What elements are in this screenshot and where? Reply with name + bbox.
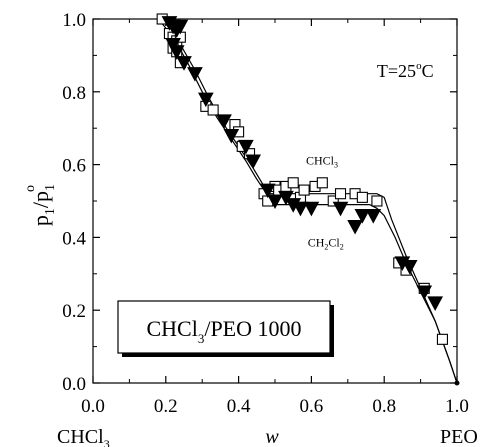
ch2cl2-point	[416, 285, 433, 301]
ch2cl2-point	[354, 209, 371, 224]
chcl3-point	[327, 195, 339, 207]
ch2cl2-point	[401, 260, 418, 275]
ch2cl2-point	[223, 128, 240, 144]
legend-box-text: CHCl3/PEO 1000	[146, 316, 301, 346]
ch2cl2-point	[187, 67, 203, 82]
ch2cl2-point	[365, 209, 382, 224]
ch2cl2-point	[267, 194, 283, 210]
ch2cl2-point	[347, 219, 363, 235]
ch2cl2-point	[292, 201, 309, 217]
chcl3-point	[334, 188, 347, 200]
chcl3-point	[371, 195, 383, 207]
y-tick-label: 0.8	[62, 83, 86, 104]
legend-box	[117, 300, 331, 354]
y-tick-label: 0.0	[62, 374, 86, 395]
x-tick-label: 1.0	[445, 396, 469, 417]
x-tick-label: 0.4	[227, 396, 251, 417]
chcl3-point	[436, 333, 448, 345]
y-axis-label: p1/p1o	[23, 184, 58, 226]
ch2cl2-point	[303, 201, 320, 217]
chcl3-series-label: CHCl3	[306, 154, 338, 170]
x-tick-label: 0.8	[372, 396, 396, 417]
ch2cl2-point	[172, 19, 189, 35]
ch2cl2-series-label: CH2Cl2	[308, 236, 344, 252]
x-tick-label: 0.0	[81, 396, 105, 417]
y-tick-label: 0.6	[62, 156, 86, 177]
ch2cl2-point	[168, 45, 185, 60]
ch2cl2-point	[176, 56, 192, 71]
ch2cl2-point	[259, 183, 276, 199]
curve-endpoint	[454, 380, 460, 386]
x-axis-ticks: 0.0 0.2 0.4 0.6 0.8 1.0	[81, 19, 469, 417]
chcl3-point	[287, 177, 299, 189]
ch2cl2-point	[427, 296, 443, 311]
ch2cl2-point	[198, 92, 214, 108]
x-tick-label: 0.6	[300, 396, 324, 417]
ch2cl2-point	[216, 114, 232, 129]
y-tick-label: 0.4	[62, 228, 86, 249]
ch2cl2-point	[245, 154, 261, 170]
chcl3-point	[207, 104, 219, 116]
x-axis-left-end-label: CHCl3	[57, 426, 110, 447]
temperature-annotation: T=25oC	[377, 60, 434, 81]
x-axis-label: w	[265, 426, 279, 447]
y-tick-label: 0.2	[62, 301, 86, 322]
chcl3-point	[356, 191, 368, 203]
ch2cl2-point	[238, 139, 254, 155]
ch2cl2-point	[165, 37, 181, 53]
chcl3-point	[298, 184, 310, 196]
data-points	[156, 13, 460, 386]
y-axis-ticks: 0.0 0.2 0.4 0.6 0.8 1.0	[62, 10, 457, 395]
y-tick-label: 1.0	[62, 10, 86, 31]
chcl3-point	[316, 177, 328, 189]
x-tick-label: 0.2	[154, 396, 178, 417]
ch2cl2-point	[332, 201, 349, 217]
x-axis-right-end-label: PEO	[440, 426, 478, 447]
ch2cl2-point	[278, 190, 294, 206]
